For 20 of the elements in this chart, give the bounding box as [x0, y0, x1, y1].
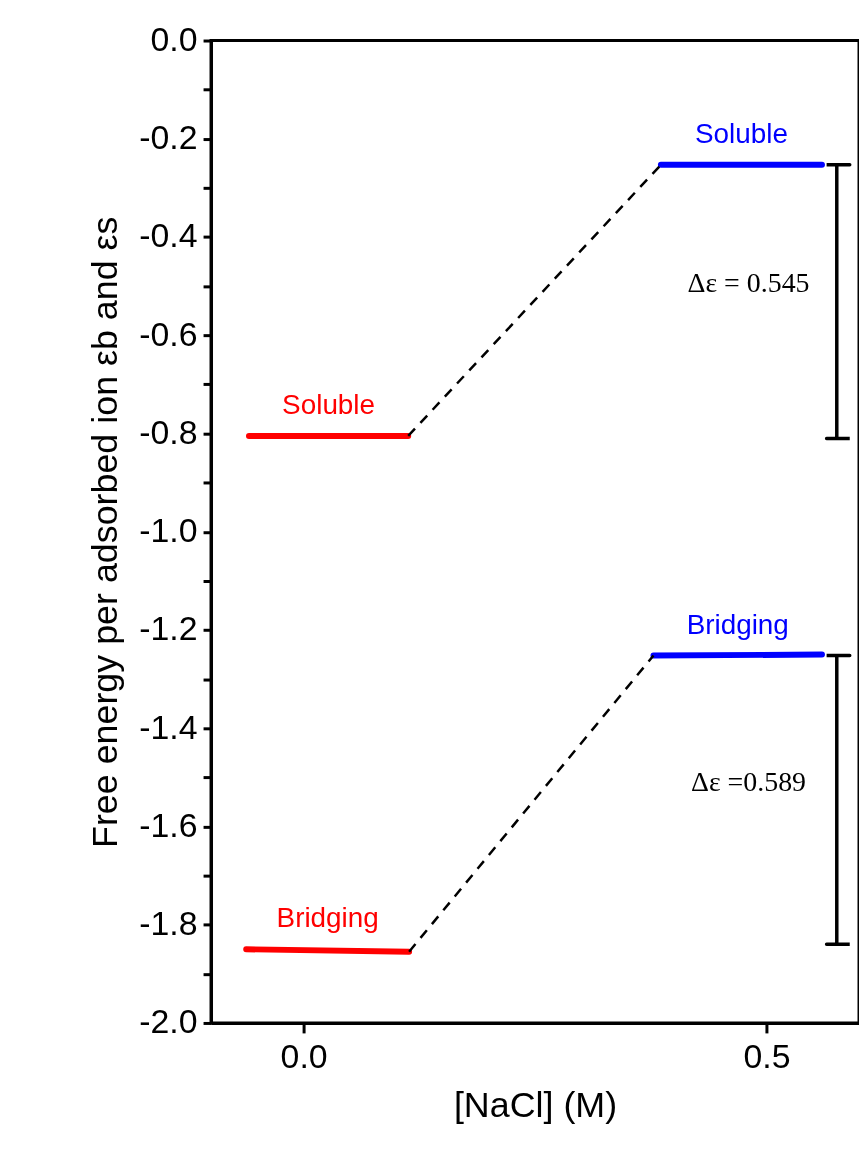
y-tick-label: -0.2: [139, 118, 198, 157]
y-tick-label: -1.8: [139, 904, 198, 943]
y-tick-label: -1.0: [139, 511, 198, 550]
y-tick-label: -1.4: [139, 707, 198, 746]
y-tick-label: -1.6: [139, 805, 198, 844]
series-label: Bridging: [276, 902, 379, 934]
y-tick-label: -1.2: [139, 609, 198, 648]
y-axis-title: Free energy per adsorbed ion εb and εs: [85, 216, 126, 848]
y-tick-label: -0.4: [139, 216, 198, 255]
y-tick-label: -0.6: [139, 314, 198, 353]
y-tick-label: 0.0: [150, 19, 198, 58]
series-label: Bridging: [686, 608, 789, 640]
y-tick-label: -0.8: [139, 412, 198, 451]
x-axis-title: [NaCl] (M): [453, 1085, 618, 1126]
series-label: Soluble: [694, 117, 788, 149]
y-tick-label: -2.0: [139, 1002, 198, 1041]
annotation: Δε = 0.545: [687, 267, 810, 299]
annotation: Δε =0.589: [691, 766, 807, 798]
series-label: Soluble: [282, 389, 376, 421]
x-tick-label: 0.5: [743, 1037, 791, 1076]
